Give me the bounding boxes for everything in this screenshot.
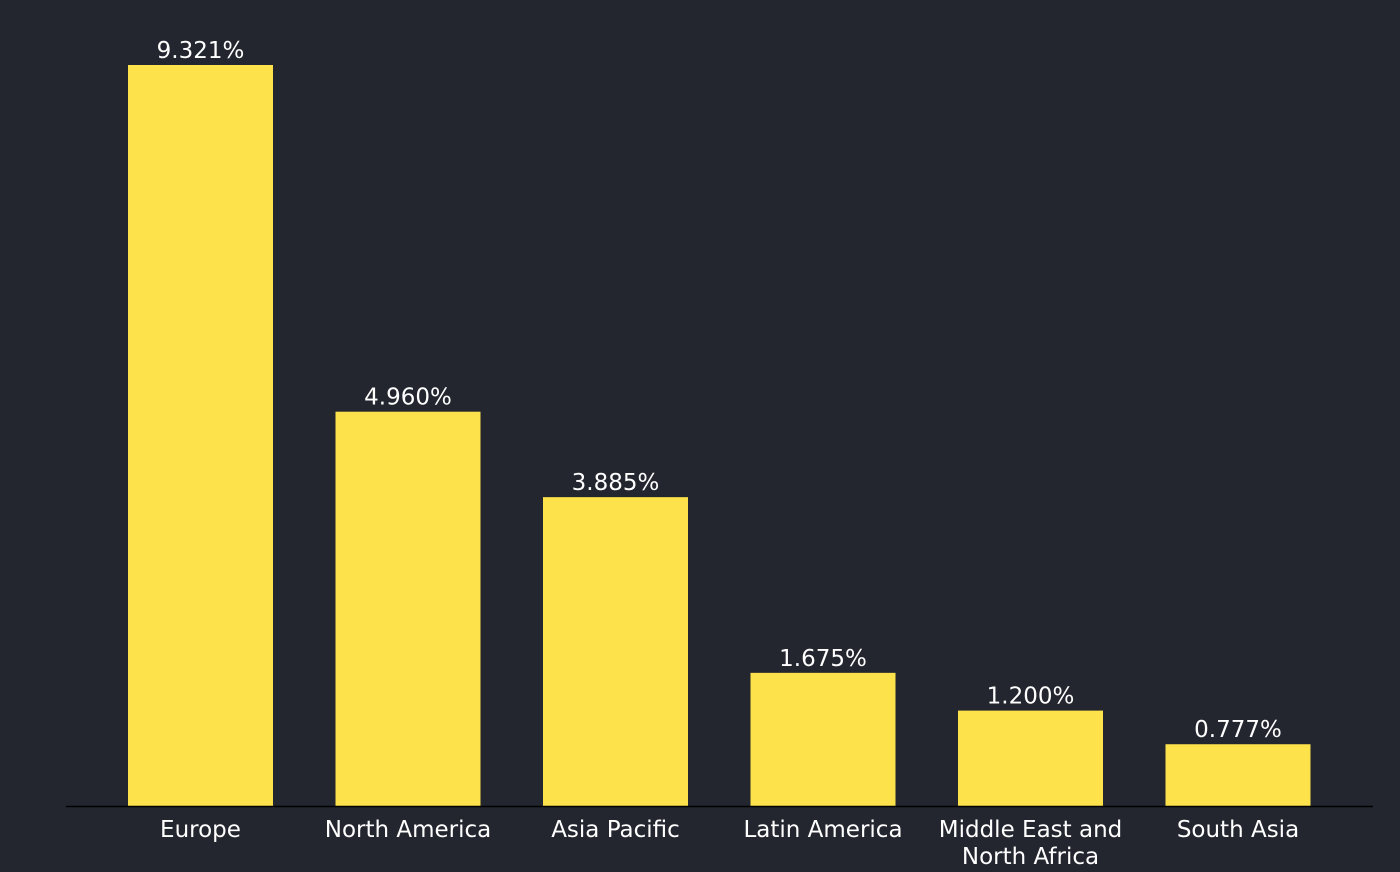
bar-value-label: 9.321% [157, 38, 245, 64]
bar-value-label: 1.675% [779, 646, 867, 672]
bar-latin-america [750, 672, 896, 806]
bars-layer [128, 65, 1311, 806]
category-tick-label: North America [325, 817, 492, 843]
bar-value-label: 1.200% [987, 684, 1075, 710]
bar-north-america [335, 411, 481, 806]
bar-value-label: 4.960% [364, 385, 452, 411]
bar-value-label: 3.885% [572, 470, 660, 496]
category-tick-label: Asia Pacific [551, 817, 680, 843]
category-tick-label: Europe [160, 817, 241, 843]
bar-europe [128, 65, 273, 806]
category-tick-label: South Asia [1177, 817, 1299, 843]
bar-value-label: 0.777% [1194, 717, 1282, 743]
category-tick-label: Middle East and [939, 817, 1123, 843]
bar-middle-east-and-north-africa [958, 710, 1103, 806]
category-tick-label: Latin America [743, 817, 902, 843]
category-labels-layer: Europe North America Asia Pacific Latin Ame… [160, 817, 1299, 870]
bar-asia-pacific [543, 497, 688, 806]
value-labels-layer: 9.321% 4.960% 3.885% 1.675% 1.200% 0.777% [157, 38, 1282, 743]
bar-south-asia [1165, 744, 1311, 806]
category-tick-label: North Africa [962, 844, 1099, 870]
